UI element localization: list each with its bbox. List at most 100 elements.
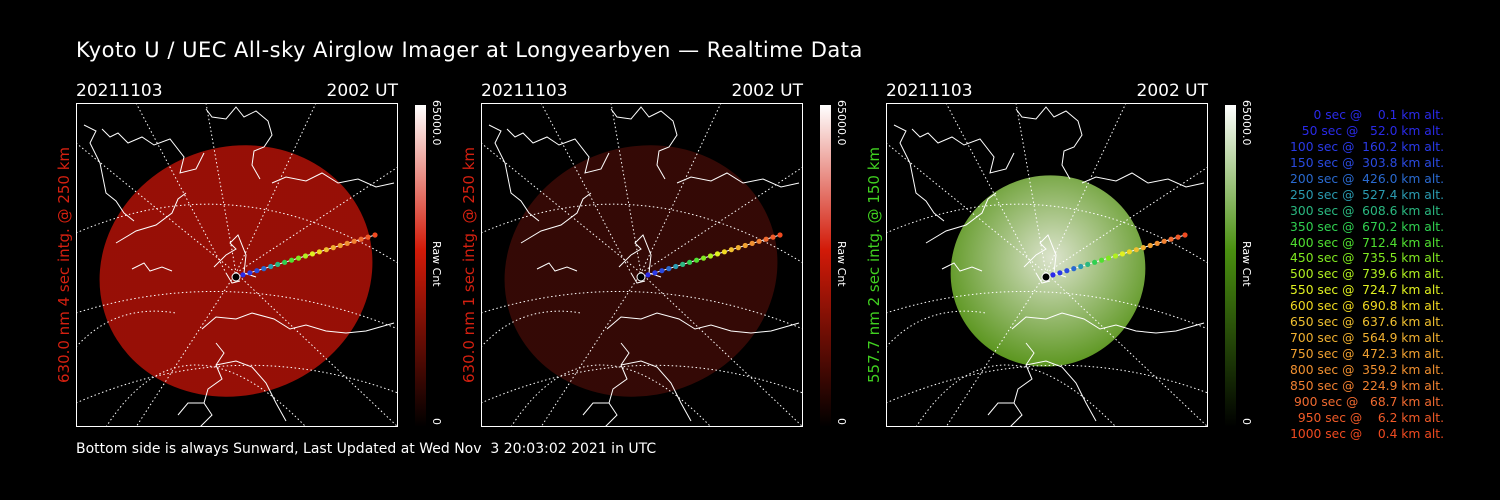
trajectory-point: [735, 245, 741, 251]
trajectory-point: [365, 234, 371, 240]
panel-2-time: 2002 UT: [731, 81, 804, 101]
trajectory-legend-row: 700 sec @ 564.9 km alt.: [1286, 331, 1444, 346]
coastline: [488, 124, 540, 222]
coastline: [83, 124, 135, 222]
trajectory-legend-row: 450 sec @ 735.5 km alt.: [1286, 251, 1444, 266]
trajectory-point: [351, 238, 357, 244]
panel-2-date: 20211103: [481, 81, 568, 101]
coastline: [1009, 342, 1035, 427]
trajectory-legend: 0 sec @ 0.1 km alt. 50 sec @ 52.0 km alt…: [1262, 108, 1444, 443]
trajectory-point: [742, 242, 748, 249]
trajectory-point: [323, 247, 329, 253]
panel-2-colorbar-max: 65000.0: [835, 100, 848, 146]
panel-frame: [481, 103, 803, 427]
trajectory-point: [1085, 261, 1091, 267]
panel-2-colorbar-unit: Raw Cnt: [835, 241, 848, 287]
trajectory-legend-row: 800 sec @ 359.2 km alt.: [1286, 363, 1444, 377]
panel-2-colorbar: [820, 105, 831, 427]
trajectory-point: [1105, 255, 1112, 261]
coastline: [620, 360, 692, 422]
coastline: [987, 402, 1014, 416]
trajectory-legend-row: 900 sec @ 68.7 km alt.: [1290, 394, 1444, 409]
trajectory-point: [1099, 257, 1105, 263]
grid-line: [481, 364, 803, 404]
trajectory-legend-row: 400 sec @ 712.4 km alt.: [1286, 235, 1444, 250]
trajectory-legend-row: 550 sec @ 724.7 km alt.: [1286, 283, 1444, 298]
trajectory-point: [268, 263, 274, 270]
grid-line: [76, 364, 398, 404]
grid-line: [135, 272, 237, 427]
coastline: [213, 234, 257, 278]
panel-3-colorbar-min: 0: [1240, 418, 1253, 425]
panel-1-allsky-image: [76, 103, 398, 427]
trajectory-point: [1161, 238, 1167, 244]
trajectory-point: [240, 272, 246, 278]
panel-1-colorbar: [415, 105, 426, 427]
allsky-disk: [99, 145, 373, 397]
allsky-map: [481, 103, 803, 427]
coastline: [630, 272, 646, 284]
coastline: [215, 360, 287, 422]
allsky-disk: [950, 175, 1146, 367]
trajectory-point: [1050, 272, 1056, 278]
grid-line: [886, 310, 987, 348]
grid-line: [945, 103, 1037, 274]
coastline: [606, 312, 800, 334]
panel-3-allsky-image: [886, 103, 1208, 427]
trajectory-point: [687, 259, 693, 265]
allsky-disk: [504, 145, 778, 397]
trajectory-point: [659, 268, 665, 274]
trajectory-point: [714, 251, 721, 257]
coastline: [941, 262, 983, 272]
panel-3-ylabel: 557.7 nm 2 sec intg. @ 150 km: [865, 146, 883, 384]
trajectory-point: [289, 257, 295, 263]
coastline: [225, 272, 241, 284]
coastline: [893, 124, 945, 222]
trajectory-point: [316, 249, 322, 255]
grid-line: [640, 103, 722, 274]
trajectory-legend-row: 0 sec @ 0.1 km alt.: [1301, 108, 1444, 122]
trajectory-point: [330, 245, 336, 251]
coastline: [610, 106, 678, 180]
panel-1-ylabel: 630.0 nm 4 sec intg. @ 250 km: [55, 146, 73, 384]
trajectory-point: [254, 268, 260, 274]
panel-2-ylabel: 630.0 nm 1 sec intg. @ 250 km: [460, 146, 478, 384]
grid-line: [481, 310, 582, 348]
trajectory-point: [261, 266, 267, 272]
panel-1-colorbar-max: 65000.0: [430, 100, 443, 146]
trajectory-point: [344, 240, 350, 246]
trajectory-point: [1168, 236, 1174, 242]
trajectory-point: [337, 242, 343, 249]
coastline: [536, 262, 578, 272]
trajectory-point: [1078, 263, 1084, 270]
trajectory-point: [1133, 247, 1139, 253]
page-title: Kyoto U / UEC All-sky Airglow Imager at …: [76, 38, 863, 62]
trajectory-legend-row: 200 sec @ 426.0 km alt.: [1286, 171, 1444, 186]
trajectory-point: [282, 259, 288, 265]
coastline: [1023, 234, 1067, 278]
panel-frame: [886, 103, 1208, 427]
trajectory-point: [680, 261, 686, 267]
trajectory-point: [1126, 249, 1132, 255]
grid-line: [1045, 103, 1127, 274]
trajectory-point: [636, 272, 646, 282]
trajectory-point: [756, 238, 762, 244]
panel-1-date: 20211103: [76, 81, 163, 101]
grid-line: [1015, 103, 1047, 274]
trajectory-legend-row: 250 sec @ 527.4 km alt.: [1286, 187, 1444, 202]
trajectory-point: [358, 236, 364, 242]
coastline: [177, 402, 204, 416]
panel-3-time: 2002 UT: [1136, 81, 1209, 101]
coastline: [205, 106, 273, 180]
trajectory-legend-row: 150 sec @ 303.8 km alt.: [1286, 155, 1444, 170]
coastline: [201, 312, 395, 334]
footer-status: Bottom side is always Sunward, Last Upda…: [76, 441, 657, 457]
trajectory-legend-row: 500 sec @ 739.6 km alt.: [1286, 267, 1444, 282]
grid-line: [135, 103, 227, 274]
trajectory-point: [1071, 266, 1077, 272]
panel-1-colorbar-unit: Raw Cnt: [430, 241, 443, 287]
grid-line: [1045, 272, 1208, 427]
allsky-map: [76, 103, 398, 427]
panel-3-colorbar-unit: Raw Cnt: [1240, 241, 1253, 287]
coastline: [582, 402, 609, 416]
